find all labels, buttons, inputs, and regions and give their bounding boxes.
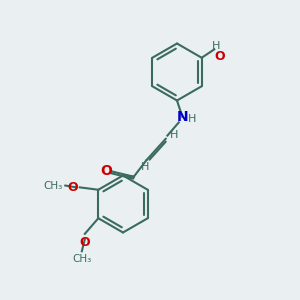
- Text: CH₃: CH₃: [44, 181, 63, 190]
- Text: O: O: [80, 236, 90, 249]
- Text: H: H: [141, 162, 149, 172]
- Text: O: O: [214, 50, 225, 63]
- Text: H: H: [188, 113, 196, 124]
- Text: N: N: [177, 110, 188, 124]
- Text: O: O: [68, 181, 78, 194]
- Text: O: O: [100, 164, 112, 178]
- Text: H: H: [170, 130, 178, 140]
- Text: CH₃: CH₃: [72, 254, 92, 264]
- Text: H: H: [212, 41, 220, 51]
